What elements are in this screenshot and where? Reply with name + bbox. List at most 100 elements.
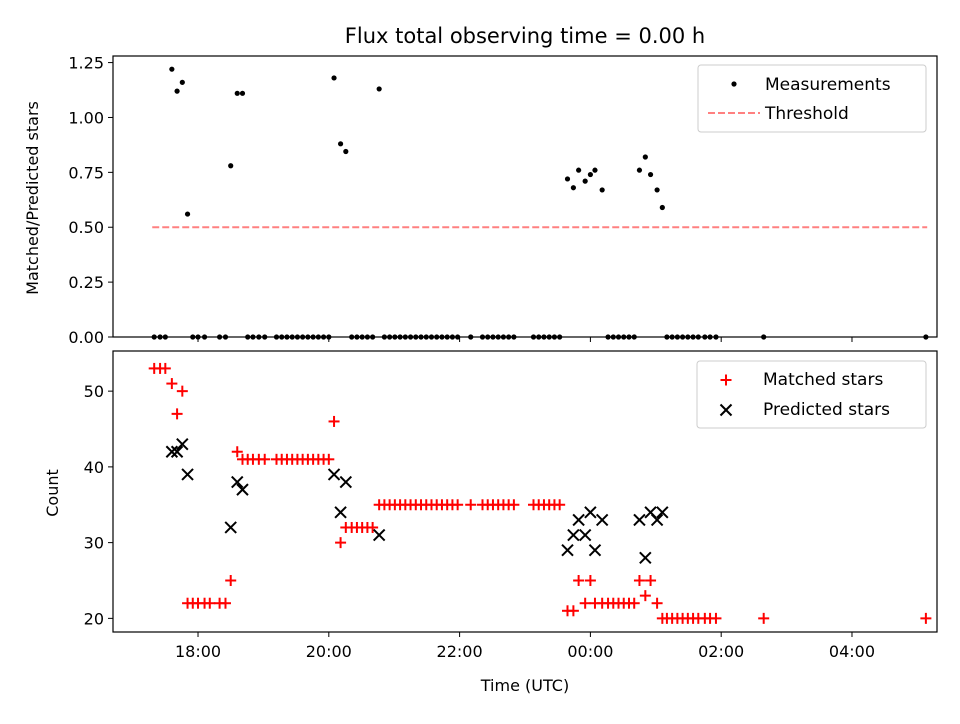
predicted-star-point — [633, 513, 646, 527]
matched-star-point — [710, 612, 722, 624]
matched-star-point — [573, 574, 585, 586]
top-x-ticks — [197, 337, 853, 342]
measurement-point — [239, 90, 246, 96]
matched-star-point — [225, 574, 237, 586]
measurement-point — [169, 66, 175, 72]
matched-star-point — [323, 453, 335, 465]
predicted-star-point — [650, 513, 664, 527]
matched-star-point — [639, 590, 651, 602]
bottom-legend: Matched stars Predicted stars — [696, 360, 927, 429]
measurement-point — [636, 167, 643, 173]
measurement-point — [564, 176, 571, 182]
matched-star-point — [176, 385, 188, 397]
matched-legend-plus — [720, 374, 732, 386]
predicted-star-point — [170, 445, 184, 458]
top-plot-frame — [112, 55, 938, 338]
measurement-point — [659, 204, 665, 211]
matched-star-point — [335, 537, 347, 549]
top-legend: Measurements Threshold — [697, 64, 927, 133]
matched-star-point — [166, 378, 178, 390]
predicted-star-point — [339, 475, 353, 489]
predicted-star-point — [656, 506, 669, 519]
measurement-point — [654, 187, 660, 193]
measurement-point — [576, 167, 582, 173]
matched-star-point — [758, 612, 770, 624]
top-y-tick-label: 0.25 — [68, 273, 104, 292]
bottom-y-tick-label: 50 — [84, 382, 104, 401]
matched-star-point — [465, 499, 477, 511]
bottom-plot-frame — [112, 350, 938, 633]
predicted-legend-x — [719, 403, 733, 417]
matched-star-point — [633, 574, 645, 586]
matched-star-point — [645, 574, 657, 586]
measurement-point — [184, 211, 191, 217]
predicted-star-point — [327, 468, 341, 481]
predicted-star-point — [176, 437, 189, 451]
measurement-point — [234, 90, 240, 96]
chart-title: Flux total observing time = 0.00 h — [345, 24, 705, 48]
measurements-legend-marker — [731, 81, 737, 87]
measurement-series — [151, 66, 929, 340]
matched-star-point — [554, 499, 566, 511]
predicted-star-point — [578, 528, 592, 542]
matched-star-point — [204, 597, 216, 609]
measurement-point — [582, 178, 588, 184]
bottom-x-tick-label: 20:00 — [306, 642, 352, 661]
bottom-x-tick-label: 04:00 — [829, 642, 875, 661]
predicted-star-point — [584, 506, 597, 519]
predicted-star-point — [181, 468, 194, 481]
predicted-star-point — [572, 513, 585, 527]
top-y-tick-label: 1.25 — [68, 54, 104, 73]
bottom-x-ticks: 18:00 20:00 22:00 00:00 02:00 04:00 — [175, 632, 875, 661]
predicted-star-point — [165, 445, 179, 458]
top-y-tick-label: 0.50 — [68, 218, 104, 237]
measurement-point — [587, 171, 593, 178]
predicted-star-point — [567, 528, 580, 542]
measurement-point — [599, 187, 605, 193]
matched-legend-label: Matched stars — [763, 370, 883, 390]
matched-star-point — [651, 597, 663, 609]
bottom-y-axis-label: Count — [43, 469, 62, 517]
measurement-point — [570, 185, 576, 191]
predicted-legend-marker — [719, 403, 733, 417]
bottom-x-tick-label: 18:00 — [175, 642, 221, 661]
matched-star-point — [171, 408, 183, 420]
measurement-point — [337, 141, 344, 147]
bottom-x-tick-label: 00:00 — [567, 642, 613, 661]
matched-star-point — [159, 362, 171, 374]
matched-legend-marker — [720, 374, 732, 386]
measurement-point — [647, 171, 654, 178]
top-y-tick-label: 1.00 — [68, 108, 104, 127]
predicted-star-point — [224, 521, 237, 534]
top-y-axis-label: Matched/Predicted stars — [23, 101, 42, 295]
measurement-point — [174, 88, 180, 94]
predicted-star-point — [588, 543, 602, 557]
matched-star-point — [367, 521, 379, 533]
matched-stars-series — [148, 362, 932, 624]
bottom-y-tick-label: 20 — [84, 609, 104, 628]
predicted-stars-series — [165, 437, 669, 564]
measurement-point — [179, 79, 185, 85]
bottom-legend-box — [696, 360, 927, 429]
matched-star-point — [231, 446, 243, 458]
matched-star-point — [579, 597, 591, 609]
matched-star-point — [219, 597, 231, 609]
top-y-tick-label: 0.75 — [68, 163, 104, 182]
threshold-legend-label: Threshold — [764, 104, 849, 124]
top-legend-box — [697, 64, 927, 133]
predicted-star-point — [372, 528, 386, 542]
top-y-tick-label: 0.00 — [68, 328, 104, 347]
measurement-point — [592, 167, 598, 173]
matched-star-point — [920, 612, 932, 624]
flux-ratio-axes: Flux total observing time = 0.00 h Match… — [23, 24, 938, 347]
matched-star-point — [628, 597, 640, 609]
measurement-point — [376, 86, 382, 92]
counts-axes: Count Time (UTC) 20 30 40 50 18:00 20:00 22:0… — [43, 350, 938, 695]
measurement-point — [228, 163, 234, 169]
measurement-point — [642, 154, 648, 160]
bottom-x-tick-label: 02:00 — [698, 642, 744, 661]
top-y-ticks: 0.00 0.25 0.50 0.75 1.00 1.25 — [68, 54, 113, 347]
bottom-y-tick-label: 30 — [84, 534, 104, 553]
matched-star-point — [567, 605, 579, 617]
matched-star-point — [508, 499, 520, 511]
